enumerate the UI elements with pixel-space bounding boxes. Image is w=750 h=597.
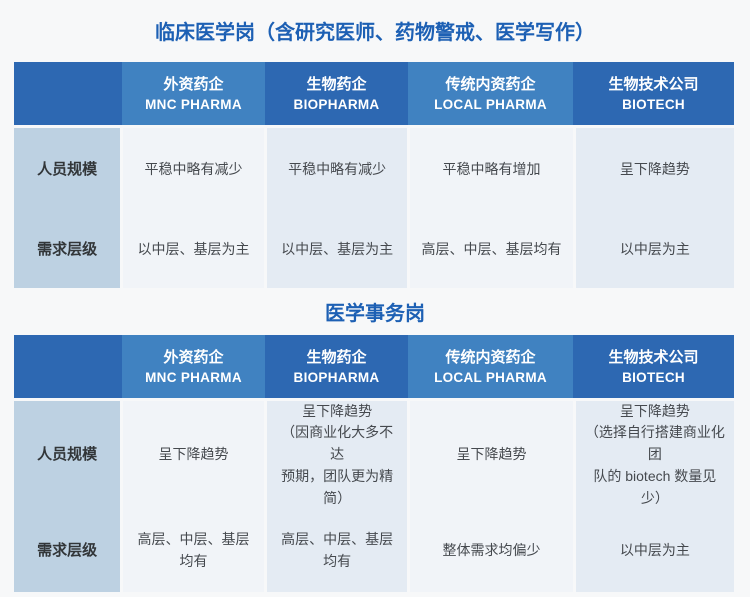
medical-affairs-section: 医学事务岗 外资药企 MNC PHARMA 生物药企 BIOPHARMA 传统内… <box>0 300 750 592</box>
section-title-medical-affairs: 医学事务岗 <box>325 303 425 325</box>
table-cell: 高层、中层、基层均有 <box>137 530 250 569</box>
table-cell: 呈下降趋势 （因商业化大多不达 预期，团队更为精简） <box>281 402 394 506</box>
column-header-en: BIOTECH <box>622 96 685 112</box>
column-header-mnc-pharma: 外资药企 MNC PHARMA <box>122 335 265 398</box>
table-corner-cell <box>14 335 122 398</box>
table-cell: 以中层、基层为主 <box>281 241 394 258</box>
column-header-cn: 生物技术公司 <box>608 75 699 93</box>
clinical-medical-table: 外资药企 MNC PHARMA 生物药企 BIOPHARMA 传统内资药企 LO… <box>14 62 734 288</box>
column-header-local-pharma: 传统内资药企 LOCAL PHARMA <box>408 335 573 398</box>
column-header-cn: 外资药企 <box>163 348 224 366</box>
table-cell: 呈下降趋势 <box>158 446 229 463</box>
column-header-en: BIOPHARMA <box>293 96 380 112</box>
column-header-cn: 生物药企 <box>306 75 367 93</box>
column-header-biotech: 生物技术公司 BIOTECH <box>573 62 734 125</box>
column-header-cn: 外资药企 <box>163 75 224 93</box>
table-cell: 呈下降趋势 （选择自行搭建商业化团 队的 biotech 数量见少） <box>584 402 725 506</box>
table-cell: 整体需求均偏少 <box>442 541 541 558</box>
table-cell: 呈下降趋势 <box>619 161 690 178</box>
data-column-local-pharma: 呈下降趋势 整体需求均偏少 <box>410 401 573 592</box>
column-header-en: BIOTECH <box>622 369 685 385</box>
row-header-column: 人员规模 需求层级 <box>14 401 121 592</box>
column-header-en: MNC PHARMA <box>145 369 242 385</box>
column-header-en: BIOPHARMA <box>293 369 380 385</box>
column-header-cn: 生物药企 <box>306 348 367 366</box>
table-cell: 以中层为主 <box>619 541 690 558</box>
column-header-en: MNC PHARMA <box>145 96 242 112</box>
data-column-mnc-pharma: 平稳中略有减少 以中层、基层为主 <box>123 128 264 288</box>
column-header-biopharma: 生物药企 BIOPHARMA <box>265 335 408 398</box>
column-header-cn: 生物技术公司 <box>608 348 699 366</box>
table-cell: 以中层、基层为主 <box>137 241 250 258</box>
row-header-personnel-scale: 人员规模 <box>37 446 98 464</box>
column-header-biopharma: 生物药企 BIOPHARMA <box>265 62 408 125</box>
medical-affairs-table: 外资药企 MNC PHARMA 生物药企 BIOPHARMA 传统内资药企 LO… <box>14 335 734 592</box>
column-header-local-pharma: 传统内资药企 LOCAL PHARMA <box>408 62 573 125</box>
table-cell: 高层、中层、基层均有 <box>421 241 562 258</box>
row-header-demand-level: 需求层级 <box>37 541 98 559</box>
column-header-en: LOCAL PHARMA <box>434 96 547 112</box>
table-body: 人员规模 需求层级 平稳中略有减少 以中层、基层为主 平稳中略有减少 以中层、基… <box>14 128 734 288</box>
data-column-biotech: 呈下降趋势 以中层为主 <box>575 128 734 288</box>
column-header-cn: 传统内资药企 <box>445 348 536 366</box>
data-column-local-pharma: 平稳中略有增加 高层、中层、基层均有 <box>410 128 573 288</box>
table-cell: 平稳中略有增加 <box>442 161 541 178</box>
table-header-row: 外资药企 MNC PHARMA 生物药企 BIOPHARMA 传统内资药企 LO… <box>14 62 734 125</box>
table-cell: 呈下降趋势 <box>456 446 527 463</box>
table-corner-cell <box>14 62 122 125</box>
data-column-biopharma: 呈下降趋势 （因商业化大多不达 预期，团队更为精简） 高层、中层、基层均有 <box>266 401 408 592</box>
row-header-personnel-scale: 人员规模 <box>37 161 98 179</box>
data-column-biopharma: 平稳中略有减少 以中层、基层为主 <box>266 128 408 288</box>
column-header-biotech: 生物技术公司 BIOTECH <box>573 335 734 398</box>
data-column-mnc-pharma: 呈下降趋势 高层、中层、基层均有 <box>123 401 264 592</box>
column-header-mnc-pharma: 外资药企 MNC PHARMA <box>122 62 265 125</box>
table-cell: 平稳中略有减少 <box>144 161 243 178</box>
table-header-row: 外资药企 MNC PHARMA 生物药企 BIOPHARMA 传统内资药企 LO… <box>14 335 734 398</box>
column-header-cn: 传统内资药企 <box>445 75 536 93</box>
section-title-clinical-medical: 临床医学岗（含研究医师、药物警戒、医学写作） <box>155 22 595 44</box>
data-column-biotech: 呈下降趋势 （选择自行搭建商业化团 队的 biotech 数量见少） 以中层为主 <box>575 401 734 592</box>
table-cell: 平稳中略有减少 <box>288 161 387 178</box>
table-body: 人员规模 需求层级 呈下降趋势 高层、中层、基层均有 呈下降趋势 （因商业化大多… <box>14 401 734 592</box>
table-cell: 以中层为主 <box>619 241 690 258</box>
row-header-demand-level: 需求层级 <box>37 241 98 259</box>
row-header-column: 人员规模 需求层级 <box>14 128 121 288</box>
column-header-en: LOCAL PHARMA <box>434 369 547 385</box>
clinical-medical-section: 临床医学岗（含研究医师、药物警戒、医学写作） 外资药企 MNC PHARMA 生… <box>0 19 750 288</box>
table-cell: 高层、中层、基层均有 <box>281 530 394 569</box>
